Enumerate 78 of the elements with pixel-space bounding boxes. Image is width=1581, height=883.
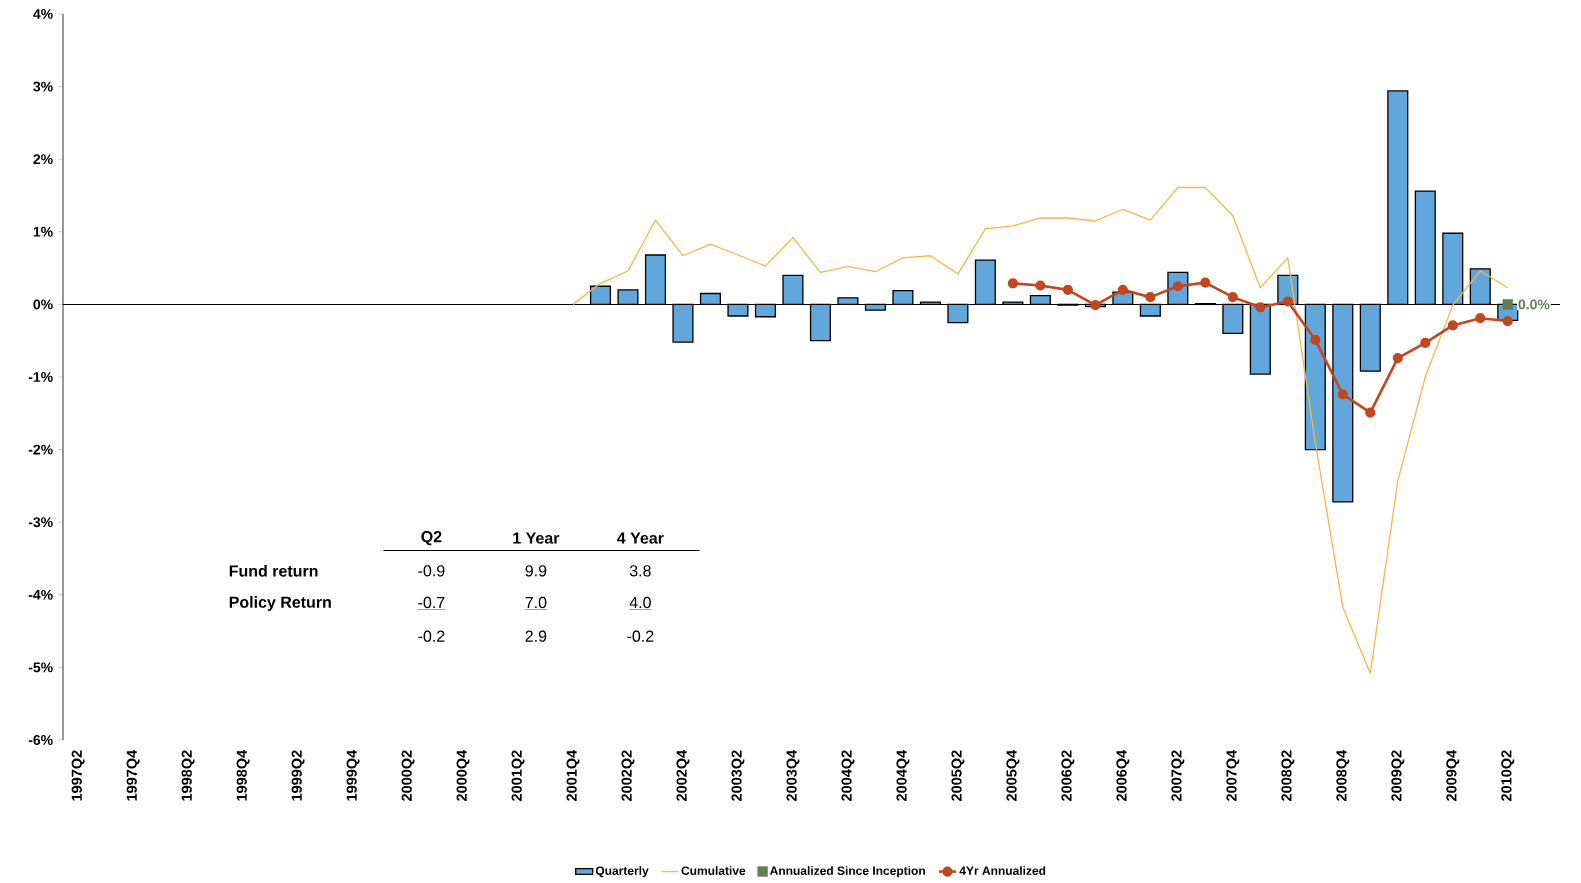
x-tick-label: 2002Q4 <box>676 749 690 801</box>
x-tick-label: 1999Q4 <box>346 749 360 801</box>
annotation: 3.8 <box>629 565 651 577</box>
point <box>1282 296 1293 307</box>
y-tick-label: -6% <box>28 735 53 745</box>
annotation: 7.0 <box>525 596 547 609</box>
point <box>1447 320 1458 331</box>
annotation: 2.9 <box>525 630 547 642</box>
point <box>1117 284 1128 295</box>
x-tick-label: 2004Q2 <box>841 750 855 801</box>
point <box>1420 337 1431 348</box>
x-tick-label: 2001Q2 <box>511 750 525 801</box>
point <box>1007 278 1018 289</box>
x-tick-label: 2006Q2 <box>1061 750 1075 801</box>
x-tick-label: 2010Q2 <box>1501 750 1515 801</box>
x-tick-label: 2006Q4 <box>1116 749 1130 801</box>
point <box>1502 299 1513 310</box>
point <box>1062 284 1073 295</box>
annotation: Q2 <box>421 531 442 546</box>
y-tick-label: 3% <box>33 81 53 92</box>
legend-label: Cumulative <box>681 866 746 875</box>
x-tick-label: 2002Q2 <box>621 750 635 801</box>
point <box>1475 313 1486 324</box>
legend-label: Quarterly <box>595 866 649 878</box>
x-tick-label: 2005Q4 <box>1006 749 1020 801</box>
x-tick-label: 1997Q4 <box>126 749 140 801</box>
y-tick-label: -4% <box>28 589 53 600</box>
legend-label: 4Yr Annualized <box>959 866 1046 875</box>
annotation: 4.0 <box>629 596 651 609</box>
x-tick-label: 2008Q4 <box>1336 749 1350 801</box>
y-tick-label: -1% <box>28 372 53 382</box>
annotation: -0.2 <box>627 630 654 642</box>
x-tick-label: 2009Q2 <box>1391 750 1405 801</box>
x-tick-label: 2005Q2 <box>951 750 965 801</box>
point <box>1255 302 1266 313</box>
annotation: -0.9 <box>418 565 445 577</box>
point <box>1090 300 1101 311</box>
point <box>1145 292 1156 303</box>
data-label: 0.0% <box>1518 299 1550 310</box>
point <box>1227 292 1238 303</box>
x-tick-label: 2003Q2 <box>731 750 745 801</box>
y-tick-label: -3% <box>28 517 53 528</box>
x-tick-label: 2008Q2 <box>1281 750 1295 801</box>
annotation: 9.9 <box>525 565 547 577</box>
x-tick-label: 2001Q4 <box>566 749 580 801</box>
x-tick-label: 2000Q4 <box>456 749 470 801</box>
x-tick-label: 1999Q2 <box>291 750 305 801</box>
annotation: -0.2 <box>418 630 445 642</box>
annotation: 4 Year <box>617 532 664 544</box>
annotation: Fund return <box>229 564 318 577</box>
point <box>1200 277 1211 288</box>
x-tick-label: 1997Q2 <box>71 750 85 801</box>
x-tick-label: 2009Q4 <box>1446 749 1460 801</box>
legend-label: Annualized Since Inception <box>769 866 925 878</box>
annotation: Policy Return <box>229 596 331 611</box>
bar <box>1249 303 1271 375</box>
x-tick-label: 2007Q4 <box>1226 749 1240 801</box>
x-tick-label: 1998Q4 <box>236 749 250 801</box>
x-tick-label: 2004Q4 <box>896 749 910 801</box>
x-tick-label: 1998Q2 <box>181 750 195 801</box>
annotation: 1 Year <box>513 532 560 544</box>
y-tick-label: 0% <box>33 299 53 310</box>
point <box>1337 389 1348 400</box>
x-tick-label: 2000Q2 <box>401 750 415 801</box>
point <box>1392 353 1403 364</box>
line-series <box>572 186 1509 674</box>
annotation: -0.7 <box>418 596 445 609</box>
y-tick-label: -5% <box>28 662 53 673</box>
point <box>1365 407 1376 418</box>
x-tick-label: 2003Q4 <box>786 749 800 801</box>
y-tick-label: 4% <box>33 9 53 19</box>
y-tick-label: -2% <box>28 444 53 455</box>
point <box>1502 315 1513 327</box>
point <box>1035 280 1046 291</box>
y-tick-label: 1% <box>33 226 53 237</box>
x-tick-label: 2007Q2 <box>1171 750 1185 801</box>
y-tick-label: 2% <box>33 154 53 165</box>
point <box>1310 334 1321 346</box>
